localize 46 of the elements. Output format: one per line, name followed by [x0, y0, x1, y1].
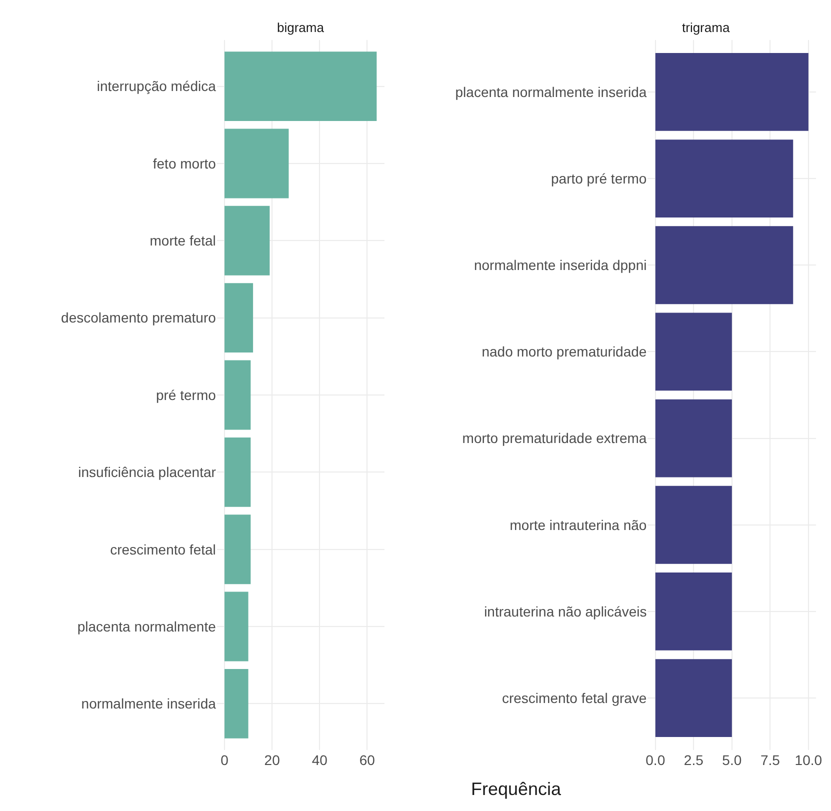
- x-tick-label: 0.0: [646, 752, 666, 768]
- y-tick-label: parto pré termo: [551, 170, 647, 186]
- bar: [224, 668, 248, 738]
- bar: [655, 226, 794, 304]
- bar: [224, 360, 251, 430]
- bar: [655, 486, 732, 564]
- y-tick-label: normalmente inserida dppni: [474, 257, 647, 274]
- chart-title: bigrama: [277, 20, 325, 35]
- x-tick-label: 20: [264, 752, 280, 768]
- bar: [655, 659, 732, 738]
- y-tick-label: morte intrauterina não: [510, 516, 647, 533]
- y-tick-label: intrauterina não aplicáveis: [484, 603, 647, 620]
- y-tick-label: crescimento fetal: [110, 541, 216, 558]
- bar: [224, 437, 251, 507]
- bar: [655, 52, 808, 131]
- x-tick-label: 5.0: [722, 752, 742, 768]
- bar: [655, 312, 732, 391]
- x-tick-label: 0: [220, 752, 229, 768]
- y-tick-label: normalmente inserida: [81, 696, 216, 712]
- x-tick-label: 2.5: [684, 752, 704, 768]
- y-tick-label: placenta normalmente: [77, 618, 216, 634]
- x-tick-label: 60: [359, 752, 376, 768]
- chart-title: trigrama: [682, 20, 730, 35]
- bar: [655, 140, 794, 218]
- y-tick-label: insuficiência placentar: [78, 464, 216, 480]
- y-tick-label: morte fetal: [150, 232, 216, 249]
- bar: [224, 128, 289, 198]
- bar: [224, 206, 270, 276]
- x-tick-label: 10.0: [794, 752, 822, 768]
- bar: [224, 514, 251, 584]
- bar: [655, 399, 732, 478]
- bar: [224, 592, 248, 662]
- bar: [655, 572, 732, 650]
- y-tick-label: descolamento prematuro: [61, 310, 216, 326]
- y-tick-label: interrupção médica: [96, 78, 216, 94]
- y-tick-label: feto morto: [152, 155, 216, 172]
- bar: [224, 283, 254, 353]
- x-tick-label: 7.5: [760, 752, 780, 768]
- y-tick-label: placenta normalmente inserida: [455, 84, 647, 100]
- y-tick-label: crescimento fetal grave: [502, 690, 647, 706]
- y-tick-label: pré termo: [156, 386, 216, 403]
- x-tick-label: 40: [312, 752, 328, 768]
- y-tick-label: morto prematuridade extrema: [462, 430, 647, 446]
- y-tick-label: nado morto prematuridade: [482, 344, 647, 360]
- bar: [224, 52, 377, 122]
- x-axis-title: Frequência: [471, 779, 562, 799]
